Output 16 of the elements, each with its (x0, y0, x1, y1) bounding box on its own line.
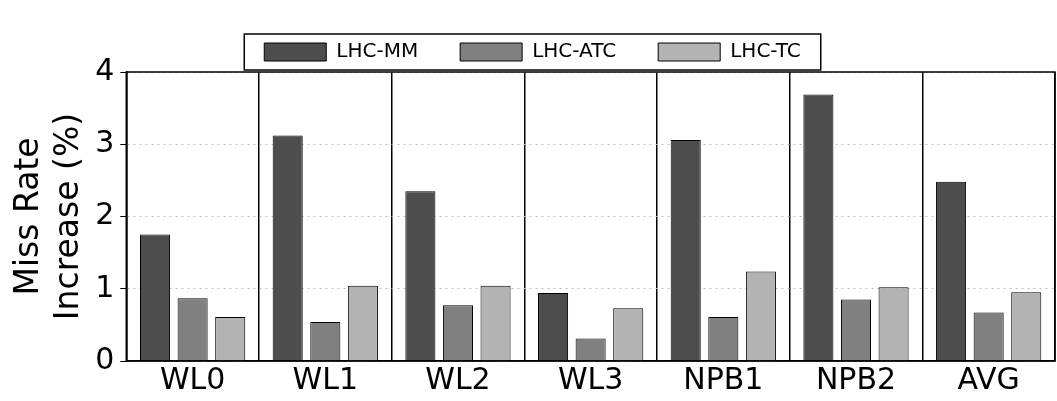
legend-label: LHC-ATC (532, 38, 617, 63)
y-tick-label: 4 (95, 51, 115, 87)
y-axis-title: Miss Rate Increase (%) (7, 112, 86, 321)
x-tick-label: NPB2 (815, 360, 897, 396)
x-tick-label: WL3 (557, 360, 624, 396)
legend-label: LHC-MM (336, 38, 419, 63)
x-tick-label: WL2 (425, 360, 491, 396)
x-tick-label: AVG (957, 360, 1020, 396)
y-tick-label: 1 (95, 268, 115, 304)
y-tick-label: 2 (95, 196, 115, 232)
x-tick-label: WL0 (159, 360, 226, 396)
x-tick-label: NPB1 (683, 360, 764, 396)
y-tick-label: 0 (95, 340, 115, 376)
y-tick-label: 3 (95, 124, 115, 160)
legend-label: LHC-TC (730, 38, 801, 63)
x-tick-label: WL1 (292, 360, 359, 396)
